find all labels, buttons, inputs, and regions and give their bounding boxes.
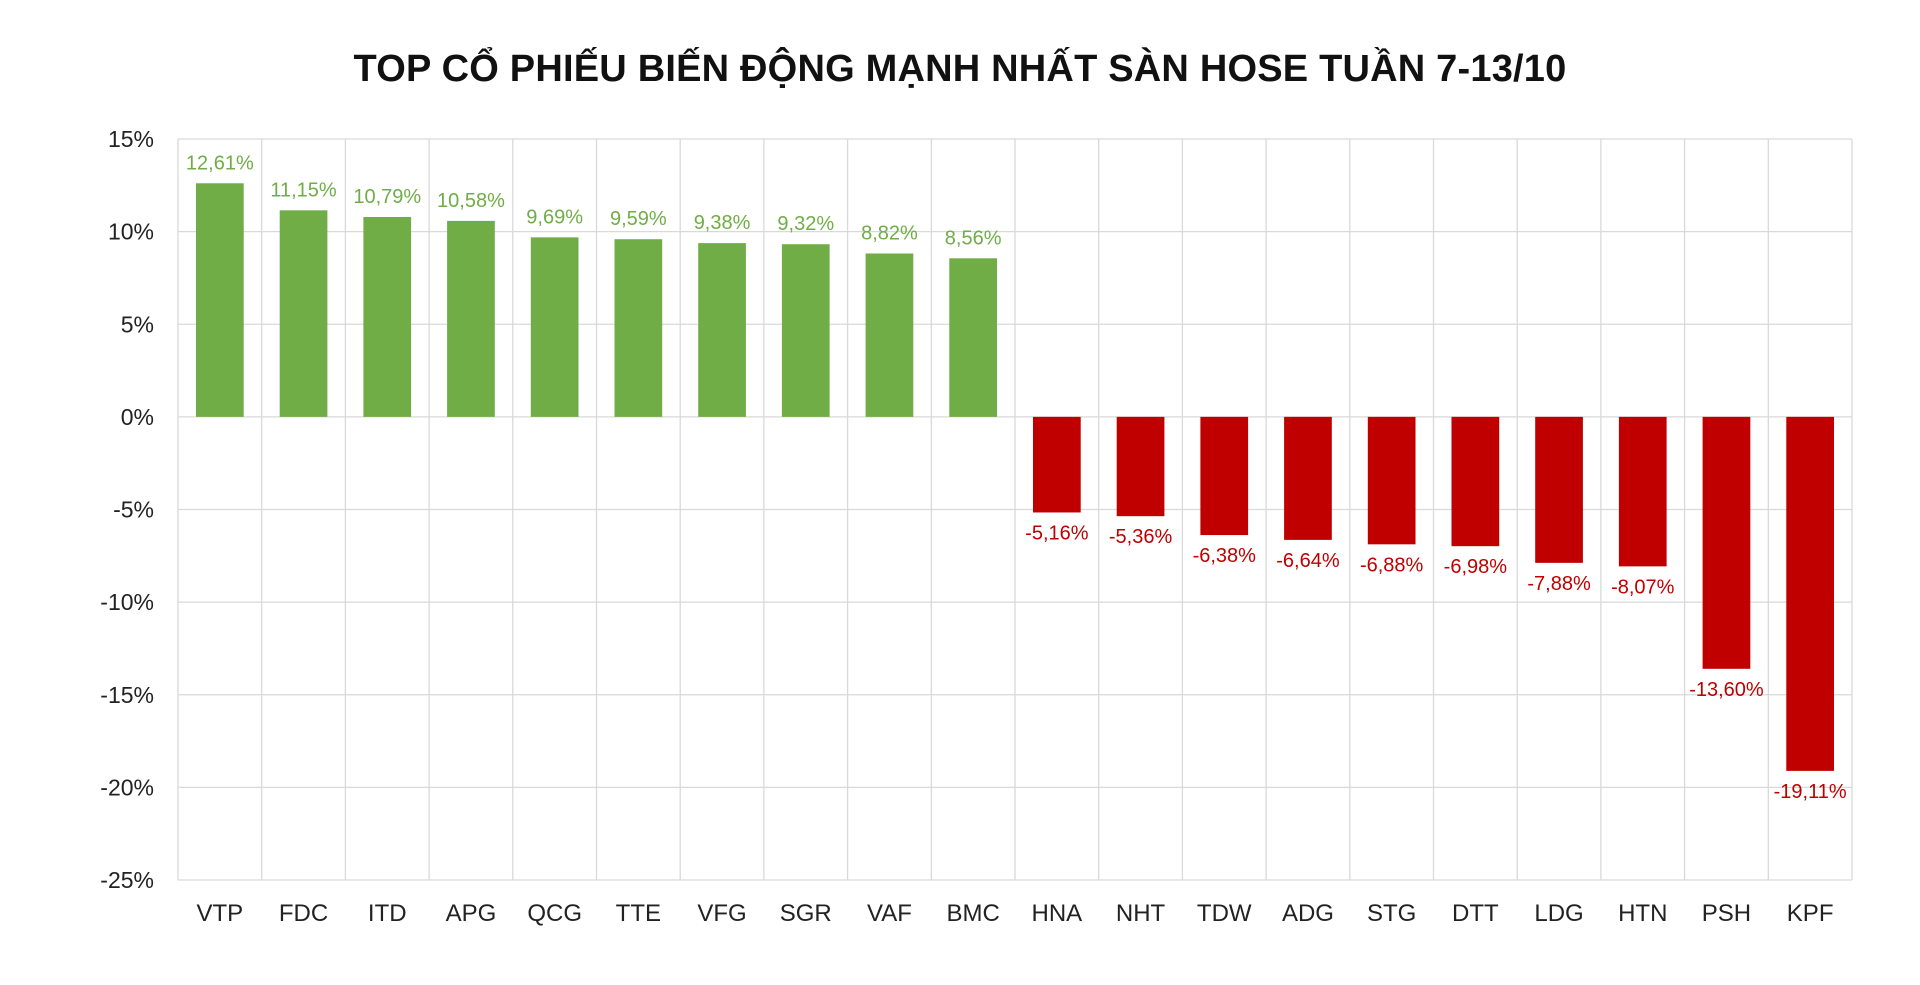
data-label-hna: -5,16% [1025, 522, 1089, 544]
data-label-vtp: 12,61% [186, 152, 254, 174]
data-label-vfg: 9,38% [694, 212, 751, 234]
data-label-tdw: -6,38% [1193, 545, 1257, 567]
category-label-ldg: LDG [1534, 900, 1583, 927]
labels-layer: 15% 10% 5% 0% -5% -10% -15% -20% -25% 12,61% VTP 11… [100, 126, 1847, 927]
bar-stg [1367, 416, 1416, 545]
y-tick-label: -25% [100, 867, 154, 893]
data-label-tte: 9,59% [610, 208, 667, 230]
category-label-itd: ITD [368, 900, 407, 927]
category-label-vfg: VFG [697, 900, 746, 927]
data-label-fdc: 11,15% [270, 179, 337, 201]
bar-kpf [1786, 416, 1835, 771]
bar-fdc [279, 210, 328, 417]
bar-htn [1618, 416, 1667, 567]
bar-ldg [1535, 416, 1583, 563]
y-tick-label: -5% [113, 497, 154, 523]
category-label-sgr: SGR [780, 900, 832, 927]
y-tick-label: -20% [100, 774, 154, 800]
bars-layer [195, 183, 1835, 771]
category-label-kpf: KPF [1787, 900, 1834, 927]
y-tick-label: -15% [100, 682, 154, 708]
bar-sgr [781, 244, 830, 417]
category-label-tdw: TDW [1197, 900, 1252, 927]
category-label-vtp: VTP [197, 900, 244, 927]
bar-qcg [530, 237, 579, 417]
category-label-tte: TTE [616, 900, 661, 927]
bar-dtt [1451, 416, 1500, 547]
data-label-vaf: 8,82% [861, 222, 918, 244]
category-label-hna: HNA [1032, 900, 1083, 927]
category-label-stg: STG [1367, 900, 1416, 927]
category-label-psh: PSH [1702, 900, 1751, 927]
bar-apg [447, 220, 495, 417]
bar-psh [1702, 416, 1751, 669]
y-tick-label: 10% [108, 219, 154, 245]
data-label-bmc: 8,56% [945, 227, 1002, 249]
bar-adg [1284, 416, 1332, 540]
category-label-fdc: FDC [279, 900, 328, 927]
category-label-apg: APG [446, 900, 497, 927]
data-label-itd: 10,79% [353, 186, 421, 208]
category-label-vaf: VAF [867, 900, 912, 927]
data-label-apg: 10,58% [437, 190, 505, 212]
data-label-kpf: -19,11% [1774, 781, 1847, 803]
bar-tdw [1200, 416, 1249, 536]
grid-layer [177, 138, 1853, 881]
y-tick-label: 5% [121, 311, 154, 337]
data-label-stg: -6,88% [1360, 554, 1424, 576]
data-label-ldg: -7,88% [1527, 573, 1591, 595]
category-label-qcg: QCG [527, 900, 582, 927]
category-label-nht: NHT [1116, 900, 1166, 927]
data-label-psh: -13,60% [1689, 679, 1764, 701]
data-label-qcg: 9,69% [526, 206, 583, 228]
data-label-dtt: -6,98% [1444, 556, 1508, 578]
bar-hna [1032, 416, 1081, 513]
bar-bmc [949, 258, 998, 417]
category-label-dtt: DTT [1452, 900, 1499, 927]
bar-tte [614, 239, 663, 417]
y-tick-label: -10% [100, 589, 154, 615]
data-label-htn: -8,07% [1611, 576, 1675, 598]
data-label-adg: -6,64% [1276, 550, 1340, 572]
y-tick-label: 0% [121, 404, 154, 430]
category-label-bmc: BMC [946, 900, 999, 927]
chart-title: TOP CỔ PHIẾU BIẾN ĐỘNG MẠNH NHẤT SÀN HOS… [353, 48, 1567, 90]
bar-vtp [195, 183, 244, 417]
bar-itd [363, 216, 412, 417]
bar-vaf [865, 253, 914, 417]
y-tick-label: 15% [108, 126, 154, 152]
data-label-nht: -5,36% [1109, 526, 1173, 548]
bar-vfg [698, 243, 746, 417]
data-label-sgr: 9,32% [777, 213, 834, 235]
category-label-adg: ADG [1282, 900, 1334, 927]
bar-nht [1116, 416, 1165, 517]
category-label-htn: HTN [1618, 900, 1667, 927]
